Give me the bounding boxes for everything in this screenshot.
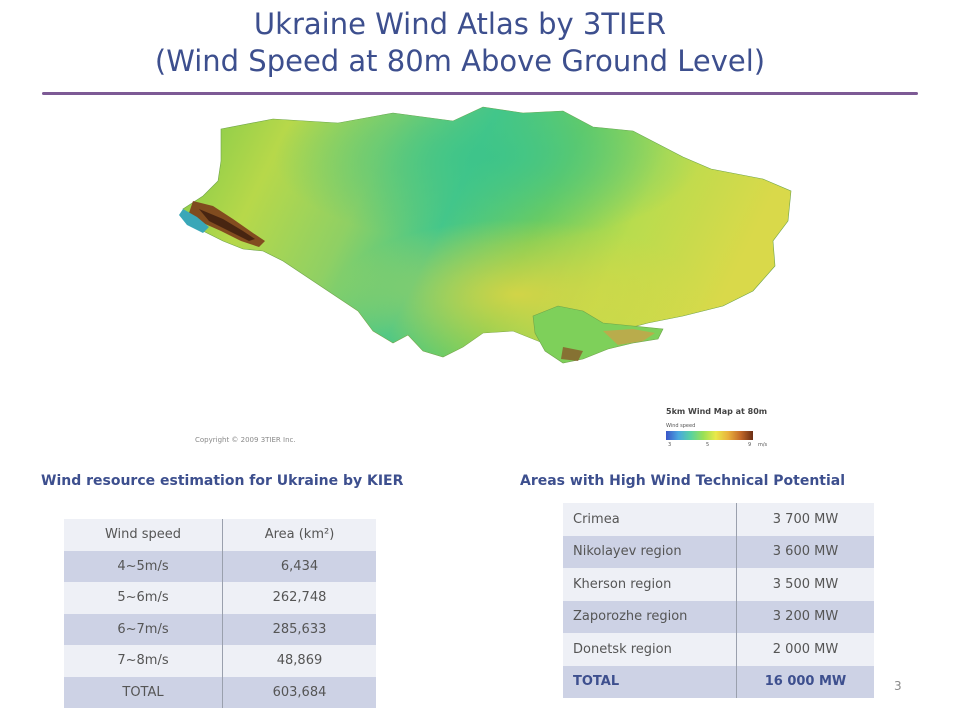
table-row: 4~5m/s 6,434 xyxy=(64,550,376,582)
table-cell: 4~5m/s xyxy=(64,550,223,582)
map-legend-title: 5km Wind Map at 80m xyxy=(666,407,768,416)
table-cell: 262,748 xyxy=(272,590,327,606)
table-row: 7~8m/s 48,869 xyxy=(64,645,376,677)
legend-tick: 3 xyxy=(668,442,672,448)
table-row: Kherson region 3 500 MW xyxy=(563,568,874,601)
table-cell: 603,684 xyxy=(272,684,327,700)
kier-table-heading: Wind resource estimation for Ukraine by … xyxy=(41,473,404,489)
wind-map: Copyright © 2009 3TIER Inc. 5km Wind Map… xyxy=(163,101,799,459)
table-cell: 48,869 xyxy=(276,653,323,669)
title-line-1: Ukraine Wind Atlas by 3TIER xyxy=(253,7,667,41)
table-cell: 6~7m/s xyxy=(64,613,223,645)
table-cell: 5~6m/s xyxy=(64,582,223,614)
title-line-2: (Wind Speed at 80m Above Ground Level) xyxy=(154,44,766,78)
table-cell: Zaporozhe region xyxy=(563,600,737,633)
potential-table-heading: Areas with High Wind Technical Potential xyxy=(520,473,846,489)
table-cell: 3 500 MW xyxy=(772,576,839,592)
table-cell: TOTAL xyxy=(64,676,223,708)
legend-tick: 9 xyxy=(748,442,752,448)
map-legend-colorbar xyxy=(666,431,753,440)
table-cell: 2 000 MW xyxy=(772,641,839,657)
ukraine-map-graphic xyxy=(179,106,792,364)
table-row: Zaporozhe region 3 200 MW xyxy=(563,600,874,633)
table-cell: 3 200 MW xyxy=(772,609,839,625)
map-legend-label: Wind speed xyxy=(666,423,696,429)
column-header: Wind speed xyxy=(64,519,223,551)
table-row: Nikolayev region 3 600 MW xyxy=(563,535,874,568)
table-cell: Kherson region xyxy=(563,568,737,601)
table-cell: 3 700 MW xyxy=(772,511,839,527)
table-cell: 7~8m/s xyxy=(64,645,223,677)
table-cell: Nikolayev region xyxy=(563,535,737,568)
title-underline xyxy=(42,92,918,95)
column-header: Area (km²) xyxy=(264,527,335,543)
table-cell: Crimea xyxy=(563,503,737,536)
table-cell: 16 000 MW xyxy=(764,674,847,690)
table-row: 6~7m/s 285,633 xyxy=(64,613,376,645)
table-row: 5~6m/s 262,748 xyxy=(64,582,376,614)
table-cell: Donetsk region xyxy=(563,633,737,666)
map-copyright: Copyright © 2009 3TIER Inc. xyxy=(195,436,296,444)
page-title: Ukraine Wind Atlas by 3TIER (Wind Speed … xyxy=(40,6,880,80)
table-total-row: TOTAL 16 000 MW xyxy=(563,665,874,698)
page-number: 3 xyxy=(894,679,902,693)
table-row: TOTAL 603,684 xyxy=(64,676,376,708)
high-potential-table: Crimea 3 700 MW Nikolayev region 3 600 M… xyxy=(563,503,874,698)
table-row: Donetsk region 2 000 MW xyxy=(563,633,874,666)
kier-wind-table: Wind speed Area (km²) 4~5m/s 6,434 5~6m/… xyxy=(64,519,376,708)
legend-tick: 5 xyxy=(706,442,710,448)
table-cell: 6,434 xyxy=(280,558,319,574)
table-cell: TOTAL xyxy=(563,665,737,698)
table-row: Crimea 3 700 MW xyxy=(563,503,874,536)
table-cell: 285,633 xyxy=(272,621,327,637)
table-header-row: Wind speed Area (km²) xyxy=(64,519,376,551)
legend-tick-unit: m/s xyxy=(758,442,768,448)
table-cell: 3 600 MW xyxy=(772,544,839,560)
